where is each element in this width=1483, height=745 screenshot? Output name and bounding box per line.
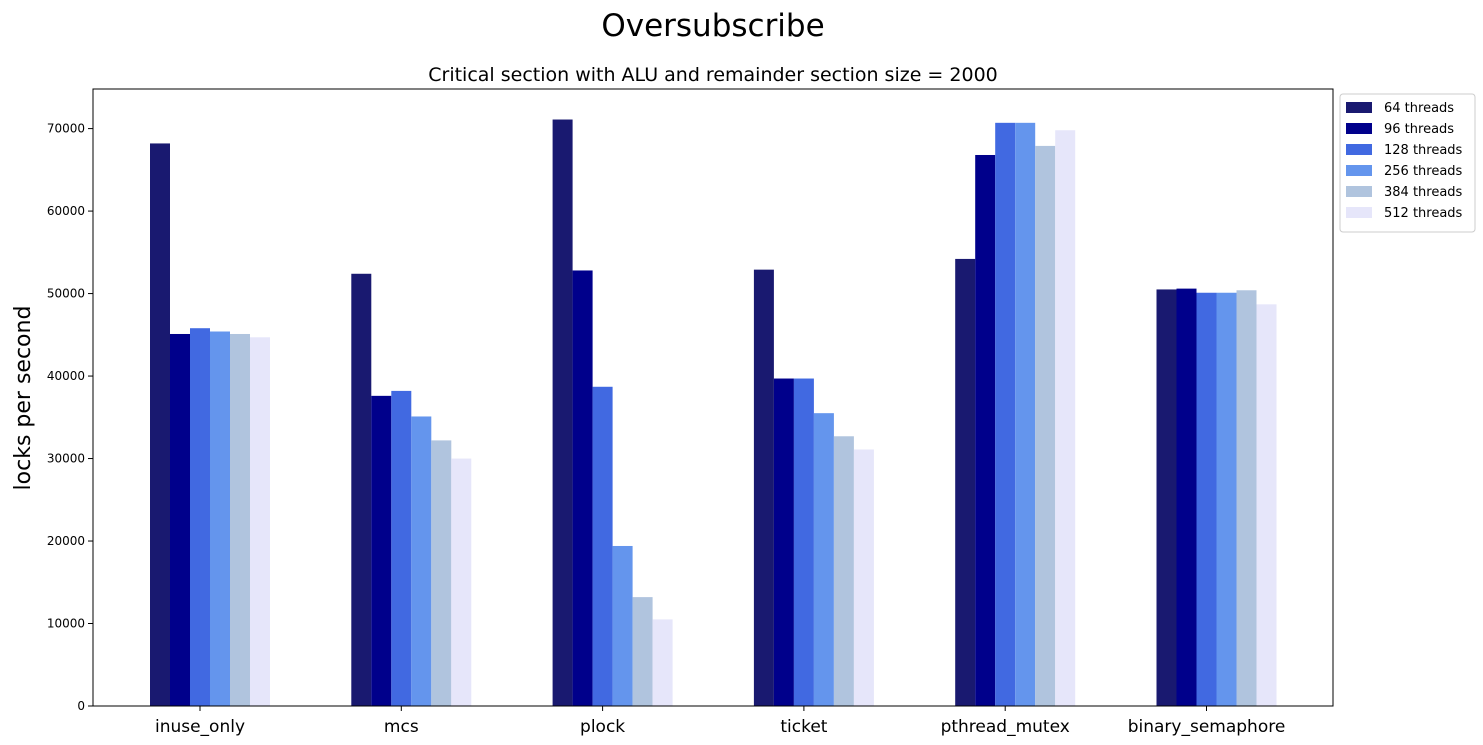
legend-label-96-threads: 96 threads [1384, 122, 1454, 137]
bar-pthread_mutex-96-threads [975, 154, 996, 706]
bar-mcs-384-threads [431, 440, 452, 706]
bar-inuse_only-512-threads [250, 337, 270, 706]
x-tick-label-inuse_only: inuse_only [155, 717, 245, 737]
legend-swatch-512-threads [1346, 207, 1372, 218]
bar-inuse_only-64-threads [150, 143, 170, 707]
bar-mcs-512-threads [451, 458, 472, 706]
bar-inuse_only-128-threads [190, 328, 210, 706]
chart-title: Critical section with ALU and remainder … [428, 64, 998, 86]
bar-pthread_mutex-64-threads [955, 258, 976, 706]
y-tick-label: 20000 [47, 534, 85, 548]
legend-swatch-256-threads [1346, 165, 1372, 176]
bar-binary_semaphore-96-threads [1176, 288, 1197, 706]
y-tick-label: 0 [77, 699, 85, 713]
bar-mcs-256-threads [411, 416, 432, 706]
legend-swatch-64-threads [1346, 102, 1372, 113]
legend-label-256-threads: 256 threads [1384, 164, 1463, 179]
legend: 64 threads 96 threads 128 threads 256 threa… [1339, 93, 1476, 233]
legend-swatch-384-threads [1346, 186, 1372, 197]
bar-plock-64-threads [552, 119, 573, 707]
legend-swatch-96-threads [1346, 123, 1372, 134]
bar-inuse_only-256-threads [210, 331, 230, 706]
y-axis: 0 10000 20000 30000 40000 50000 60000 70000 [47, 122, 93, 713]
y-tick-label: 30000 [47, 452, 85, 466]
x-tick-label-mcs: mcs [384, 717, 419, 737]
bar-plock-384-threads [632, 597, 653, 706]
x-tick-label-binary_semaphore: binary_semaphore [1128, 717, 1286, 737]
y-tick-label: 60000 [47, 204, 85, 218]
bar-plock-512-threads [652, 619, 673, 706]
legend-box [1339, 93, 1476, 233]
bar-plock-256-threads [612, 545, 633, 706]
bar-inuse_only-96-threads [170, 333, 190, 706]
bar-mcs-128-threads [391, 390, 412, 706]
legend-label-64-threads: 64 threads [1384, 101, 1454, 116]
bar-ticket-128-threads [793, 378, 814, 706]
bar-pthread_mutex-384-threads [1035, 145, 1056, 706]
bar-pthread_mutex-512-threads [1055, 130, 1076, 707]
bar-mcs-64-threads [351, 273, 372, 706]
bar-binary_semaphore-512-threads [1256, 304, 1277, 706]
legend-swatch-128-threads [1346, 144, 1372, 155]
plot-frame [92, 88, 1334, 707]
y-axis-label: locks per second [11, 306, 36, 491]
bar-binary_semaphore-384-threads [1236, 290, 1257, 706]
bar-ticket-512-threads [853, 449, 874, 706]
bar-ticket-384-threads [833, 436, 854, 706]
bar-plock-128-threads [592, 386, 613, 706]
bars-layer [150, 119, 1277, 707]
y-tick-label: 70000 [47, 122, 85, 136]
bar-binary_semaphore-256-threads [1216, 292, 1237, 706]
legend-label-512-threads: 512 threads [1384, 206, 1463, 221]
bar-ticket-256-threads [813, 413, 834, 706]
x-tick-label-pthread_mutex: pthread_mutex [941, 717, 1070, 737]
x-tick-label-plock: plock [580, 717, 625, 737]
bar-ticket-96-threads [773, 378, 794, 706]
bar-inuse_only-384-threads [230, 333, 250, 706]
bar-plock-96-threads [572, 270, 593, 706]
y-tick-label: 40000 [47, 369, 85, 383]
chart-suptitle: Oversubscribe [601, 8, 824, 44]
x-axis: inuse_only mcs plock ticket pthread_mutex bin… [155, 706, 1285, 737]
legend-label-384-threads: 384 threads [1384, 185, 1463, 200]
bar-mcs-96-threads [371, 395, 392, 706]
y-tick-label: 10000 [47, 617, 85, 631]
y-tick-label: 50000 [47, 287, 85, 301]
bar-pthread_mutex-128-threads [995, 122, 1016, 706]
bar-pthread_mutex-256-threads [1015, 122, 1036, 706]
bar-binary_semaphore-64-threads [1156, 289, 1177, 706]
x-tick-label-ticket: ticket [780, 717, 827, 737]
legend-label-128-threads: 128 threads [1384, 143, 1463, 158]
bar-ticket-64-threads [753, 269, 774, 706]
bar-binary_semaphore-128-threads [1196, 292, 1217, 706]
